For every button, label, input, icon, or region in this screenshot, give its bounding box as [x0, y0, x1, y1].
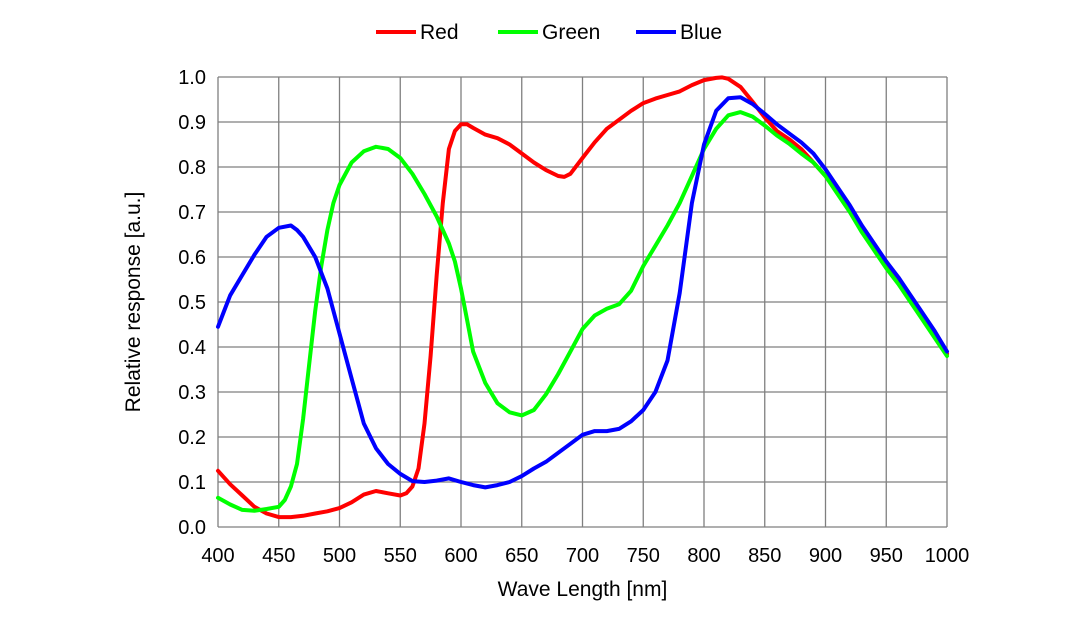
- y-tick-label: 0.9: [178, 112, 206, 134]
- y-axis-ticks: 0.0 0.1 0.2 0.3 0.4 0.5 0.6 0.7 0.8 0.9 1.0: [178, 67, 206, 539]
- x-axis-ticks: 400 450 500 550 600 650 700 750 800 850 900 950 1000: [201, 545, 969, 567]
- x-tick-label: 700: [566, 545, 599, 567]
- x-tick-label: 1000: [925, 545, 970, 567]
- x-tick-label: 950: [870, 545, 903, 567]
- legend-entry-red: Red: [376, 21, 459, 44]
- legend-entry-green: Green: [498, 21, 600, 44]
- x-tick-label: 600: [444, 545, 477, 567]
- x-tick-label: 650: [505, 545, 538, 567]
- legend-label: Blue: [680, 21, 722, 44]
- y-tick-label: 0.8: [178, 157, 206, 179]
- y-tick-label: 0.6: [178, 247, 206, 269]
- series-line-blue: [216, 95, 949, 490]
- legend-label: Green: [542, 21, 600, 44]
- y-tick-label: 1.0: [178, 67, 206, 89]
- legend-label: Red: [420, 21, 459, 44]
- x-tick-label: 850: [748, 545, 781, 567]
- x-tick-label: 550: [384, 545, 417, 567]
- y-tick-label: 0.0: [178, 517, 206, 539]
- series-lines: [216, 75, 949, 520]
- y-axis-title: Relative response [a.u.]: [122, 192, 145, 413]
- y-tick-label: 0.7: [178, 202, 206, 224]
- legend: Red Green Blue: [376, 21, 722, 44]
- y-tick-label: 0.2: [178, 427, 206, 449]
- y-tick-label: 0.1: [178, 472, 206, 494]
- x-tick-label: 500: [323, 545, 356, 567]
- series-line-green: [216, 110, 949, 513]
- x-tick-label: 800: [687, 545, 720, 567]
- legend-entry-blue: Blue: [636, 21, 722, 44]
- x-tick-label: 900: [809, 545, 842, 567]
- y-tick-label: 0.4: [178, 337, 206, 359]
- grid: [217, 76, 948, 528]
- x-tick-label: 750: [627, 545, 660, 567]
- y-tick-label: 0.3: [178, 382, 206, 404]
- x-tick-label: 400: [201, 545, 234, 567]
- y-tick-label: 0.5: [178, 292, 206, 314]
- x-axis-title: Wave Length [nm]: [498, 578, 668, 601]
- x-tick-label: 450: [262, 545, 295, 567]
